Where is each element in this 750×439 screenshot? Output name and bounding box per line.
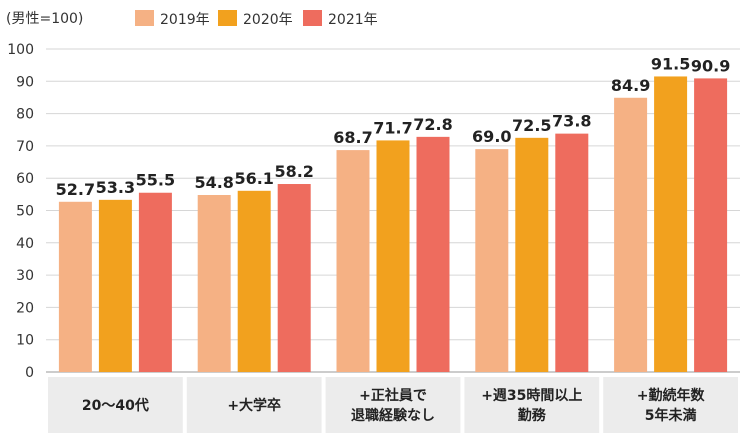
category-box [464, 377, 600, 433]
bar [277, 184, 311, 372]
category-box [603, 377, 738, 433]
bar [555, 133, 589, 372]
bar [336, 150, 370, 372]
bar [515, 137, 549, 372]
category-label: 退職経験なし [351, 407, 435, 424]
bar-value-label: 54.8 [194, 173, 233, 192]
bar-value-label: 69.0 [472, 127, 511, 146]
bar-value-label: 71.7 [373, 118, 412, 137]
y-tick-label: 10 [16, 333, 34, 349]
bar-value-label: 58.2 [274, 162, 313, 181]
category-label: 5年未満 [645, 407, 697, 424]
category-label: +大学卒 [227, 397, 281, 414]
category-label: 20〜40代 [82, 397, 149, 414]
bar [614, 97, 648, 372]
y-tick-label: 100 [7, 42, 34, 58]
y-tick-label: 80 [16, 107, 34, 123]
bar-value-label: 72.5 [512, 116, 551, 135]
category-box [186, 377, 322, 433]
bar-value-label: 52.7 [56, 180, 95, 199]
bar-value-label: 56.1 [234, 169, 273, 188]
y-tick-label: 50 [16, 204, 34, 220]
bar-value-label: 84.9 [611, 76, 650, 95]
bars [58, 76, 728, 372]
legend-label: 2019年 [160, 12, 210, 28]
legend-label: 2020年 [243, 12, 293, 28]
y-axis: 0 10 20 30 40 50 60 70 80 90 100 [7, 42, 34, 381]
legend-swatch [135, 10, 154, 26]
bar [654, 76, 688, 372]
category-label: +勤続年数 [637, 387, 706, 404]
bar-value-label: 72.8 [413, 115, 452, 134]
category-label: 勤務 [518, 407, 547, 424]
bar [58, 201, 92, 372]
bar-value-label: 91.5 [651, 54, 690, 73]
legend: (男性=100) 2019年 2020年 2021年 [6, 10, 378, 28]
legend-note: (男性=100) [6, 11, 83, 27]
bar [475, 149, 509, 372]
legend-swatch [303, 10, 322, 26]
legend-label: 2021年 [328, 12, 378, 28]
y-tick-label: 40 [16, 236, 34, 252]
bar [694, 78, 728, 372]
bar-value-label: 68.7 [333, 128, 372, 147]
category-label: +正社員で [359, 387, 427, 404]
bar [376, 140, 410, 372]
bar [98, 199, 132, 372]
y-tick-label: 60 [16, 171, 34, 187]
data-labels: 52.7 53.3 55.5 54.8 56.1 58.2 68.771.7 72.8 69.0… [56, 54, 731, 198]
bar [416, 136, 450, 372]
bar [197, 194, 231, 372]
bar [138, 192, 172, 372]
y-tick-label: 20 [16, 300, 34, 316]
category-box [48, 377, 183, 433]
y-tick-label: 0 [25, 365, 34, 381]
bar-value-label: 55.5 [136, 171, 175, 190]
category-label: +週35時間以上 [481, 387, 582, 404]
y-tick-label: 70 [16, 139, 34, 155]
bar-value-label: 53.3 [96, 178, 135, 197]
bar-value-label: 90.9 [691, 56, 730, 75]
category-box [325, 377, 461, 433]
legend-swatch [218, 10, 237, 26]
y-tick-label: 90 [16, 74, 34, 90]
y-tick-label: 30 [16, 268, 34, 284]
bar [237, 190, 271, 372]
bar-value-label: 73.8 [552, 112, 591, 131]
